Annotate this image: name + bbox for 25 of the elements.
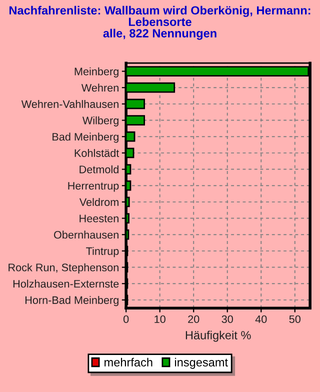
y-tick-label: Horn-Bad Meinberg [25,296,118,306]
y-tick-label: Rock Run, Stephenson [8,263,118,274]
x-tick-label: 50 [289,315,300,324]
y-tick-label: Tintrup [86,247,119,258]
y-tick-label: Wehren-Vahlhausen [21,100,118,108]
x-tick-label: 0 [123,315,129,324]
y-tick-label: Meinberg [74,67,118,78]
y-tick-label: Veldrom [79,198,118,206]
legend-label: mehrfach [104,358,152,366]
x-tick-label: 30 [222,315,233,324]
x-axis-title: Häufigkeit % [186,330,251,342]
x-tick-label: 10 [154,315,166,324]
legend-label: insgesamt [175,358,228,369]
y-tick-label: Detmold [80,165,118,174]
y-tick-label: Wehren [81,84,118,92]
y-tick-label: Herrentrup [68,182,119,192]
y-tick-label: Kohlstädt [74,149,120,157]
x-tick-label: 40 [255,315,267,324]
y-tick-label: Holzhausen-Externste [13,280,119,288]
y-tick-label: Obernhausen [54,230,118,239]
chart-title: Nachfahrenliste: Wallbaum wird Oberkönig, Hermann: Lebensorte alle, 822 Nennungen [9,6,310,40]
y-tick-label: Heesten [80,214,118,222]
x-tick-label: 20 [188,315,200,324]
y-tick-label: Wilberg [82,116,118,126]
y-tick-label: Bad Meinberg [52,132,118,143]
